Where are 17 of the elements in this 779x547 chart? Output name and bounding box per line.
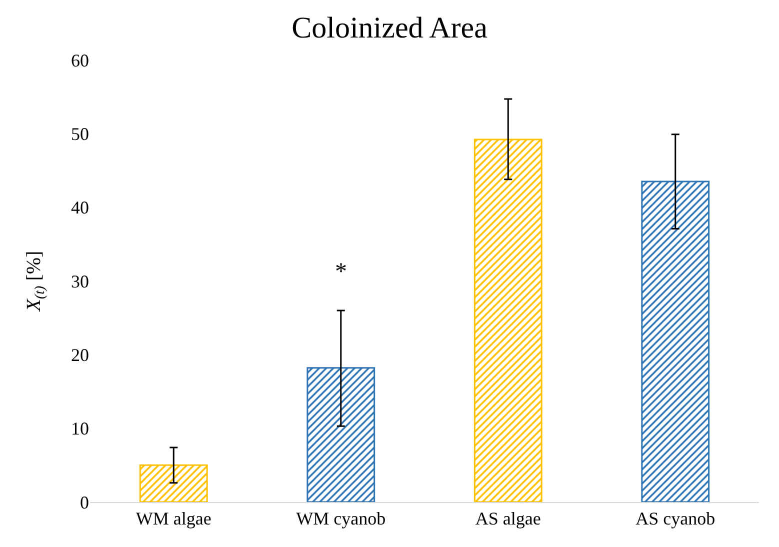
y-tick-label: 20 [71, 344, 89, 365]
bar [474, 138, 542, 502]
y-tick-label: 0 [80, 492, 89, 512]
x-tick-label: WM cyanob [296, 508, 386, 529]
bar [139, 464, 208, 502]
y-tick-label: 10 [71, 418, 89, 439]
annotation: * [335, 259, 347, 285]
y-tick-label: 40 [71, 198, 89, 218]
y-tick-label: 30 [71, 271, 89, 292]
x-tick-label: AS cyanob [636, 508, 716, 529]
bar [641, 180, 710, 502]
x-tick-label: AS algae [475, 508, 541, 529]
bar [306, 367, 376, 502]
y-tick-label: 50 [71, 124, 89, 144]
y-tick-label: 60 [71, 50, 89, 70]
chart-title: Coloinized Area [292, 11, 488, 44]
x-tick-label: WM algae [136, 508, 212, 529]
